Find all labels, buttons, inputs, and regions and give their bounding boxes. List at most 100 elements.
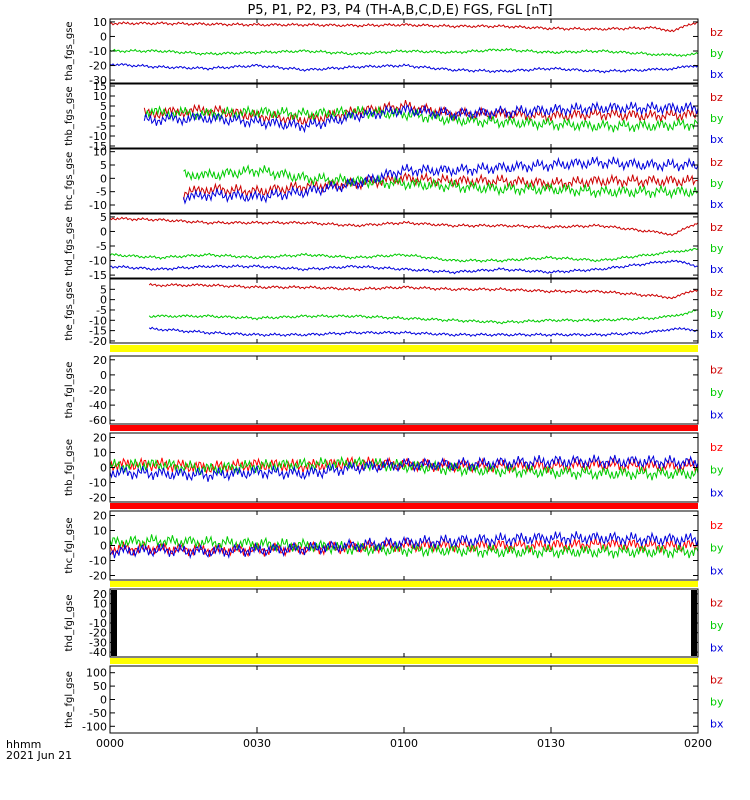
legend-by: by [710, 542, 724, 555]
y-tick-label: 10 [93, 525, 107, 538]
status-bar [110, 658, 698, 664]
y-tick-label: 15 [93, 80, 107, 93]
y-tick-label: 5 [100, 283, 107, 296]
legend-by: by [710, 112, 724, 125]
series-bx-line [148, 326, 699, 338]
y-tick-label: -20 [89, 492, 107, 505]
y-tick-label: 10 [93, 16, 107, 29]
panel-the_fgs_gse: 50-5-10-15-20 the_fgs_gse bz by bx [64, 278, 724, 348]
legend-bz: bz [710, 221, 723, 234]
y-tick-label: 20 [93, 588, 107, 601]
y-tick-label: -10 [89, 617, 107, 630]
legend-bx: bx [710, 68, 724, 81]
status-bar [110, 503, 698, 509]
y-tick-label: 0 [100, 172, 107, 185]
y-tick-label: -10 [89, 255, 107, 268]
series-by-line [148, 309, 698, 325]
y-tick-label: -15 [89, 140, 107, 153]
y-axis-label: thd_fgl_gse [64, 595, 75, 652]
y-tick-label: -20 [89, 384, 107, 397]
status-bar [110, 425, 698, 431]
y-tick-label: -40 [89, 399, 107, 412]
y-tick-label: -15 [89, 325, 107, 338]
series-bx-line [109, 531, 699, 560]
y-tick-label: 50 [93, 680, 107, 693]
y-tick-label: 0 [100, 110, 107, 123]
legend-bx: bx [710, 486, 724, 499]
series-by-line [109, 534, 699, 559]
y-tick-label: -5 [96, 304, 107, 317]
x-tick-label: 0200 [684, 737, 712, 750]
y-tick-label: -20 [89, 335, 107, 348]
legend-bz: bz [710, 364, 723, 377]
y-tick-label: -20 [89, 570, 107, 583]
plot-title: P5, P1, P2, P3, P4 (TH-A,B,C,D,E) FGS, F… [247, 3, 552, 18]
series-bz-line [109, 21, 699, 33]
legend-bz: bz [710, 441, 723, 454]
x-corner-label-date: 2021 Jun 21 [6, 749, 72, 762]
y-tick-label: 10 [93, 146, 107, 159]
y-tick-label: -10 [89, 555, 107, 568]
y-tick-label: -20 [89, 60, 107, 73]
y-tick-label: 5 [100, 159, 107, 172]
legend-bx: bx [710, 198, 724, 211]
panel-frame [109, 588, 699, 658]
series-by-line [183, 164, 699, 200]
y-tick-label: -60 [89, 414, 107, 427]
y-axis-label: the_fgs_gse [64, 281, 75, 340]
y-tick-label: 0 [100, 225, 107, 238]
y-tick-label: -10 [89, 199, 107, 212]
legend-bx: bx [710, 564, 724, 577]
legend-bx: bx [710, 641, 724, 654]
x-corner-label-hhmm: hhmm [6, 738, 41, 751]
y-tick-label: -50 [89, 707, 107, 720]
legend-bx: bx [710, 408, 724, 421]
legend-by: by [710, 307, 724, 320]
series-bx-line [109, 259, 699, 275]
series-bx-line [143, 100, 699, 134]
legend-by: by [710, 242, 724, 255]
panel-tha_fgs_gse: 100 -10 -20-30 tha_fgs_gse bz by bx [64, 16, 724, 87]
y-tick-label: -5 [96, 240, 107, 253]
y-tick-label: -5 [96, 120, 107, 133]
panel-frame [109, 355, 699, 425]
y-axis-label: the_fgl_gse [64, 671, 75, 728]
legend-bz: bz [710, 156, 723, 169]
y-tick-label: 0 [100, 294, 107, 307]
legend-bz: bz [710, 673, 723, 686]
y-tick-label: 20 [93, 432, 107, 445]
panel-thc_fgl_gse: 20 10 0 -10 -20 thc_fgl_gse bz by bx [64, 510, 724, 583]
y-tick-label: -5 [96, 186, 107, 199]
y-tick-label: -10 [89, 314, 107, 327]
legend-by: by [710, 619, 724, 632]
panel-thd_fgs_gse: 50 -5 -10-15 thd_fgs_gse bz by bx [64, 211, 724, 282]
panel-thb_fgl_gse: 20 10 0 -10 -20 thb_fgl_gse bz by bx [64, 432, 724, 505]
y-axis-label: tha_fgs_gse [64, 21, 75, 80]
x-tick-label: 0030 [243, 737, 271, 750]
y-tick-label: -10 [89, 477, 107, 490]
status-bar [110, 345, 698, 352]
y-tick-label: -10 [89, 45, 107, 58]
status-bar [110, 581, 698, 587]
y-tick-label: 10 [93, 447, 107, 460]
y-tick-label: 0 [100, 30, 107, 43]
y-tick-label: -10 [89, 130, 107, 143]
series-bx-line [183, 155, 699, 205]
panel-tha_fgl_gse: 20 0 -20 -40 -60 tha_fgl_gse bz by bx [64, 354, 724, 427]
y-tick-label: -15 [89, 269, 107, 282]
y-tick-label: -30 [89, 636, 107, 649]
legend-bz: bz [710, 597, 723, 610]
series-bx-line [109, 62, 699, 74]
y-axis-label: tha_fgl_gse [64, 362, 75, 419]
y-tick-label: -20 [89, 627, 107, 640]
legend-bz: bz [710, 26, 723, 39]
legend-bz: bz [710, 91, 723, 104]
series-bx-line [109, 454, 699, 482]
legend-bx: bx [710, 133, 724, 146]
y-tick-label: 20 [93, 510, 107, 523]
